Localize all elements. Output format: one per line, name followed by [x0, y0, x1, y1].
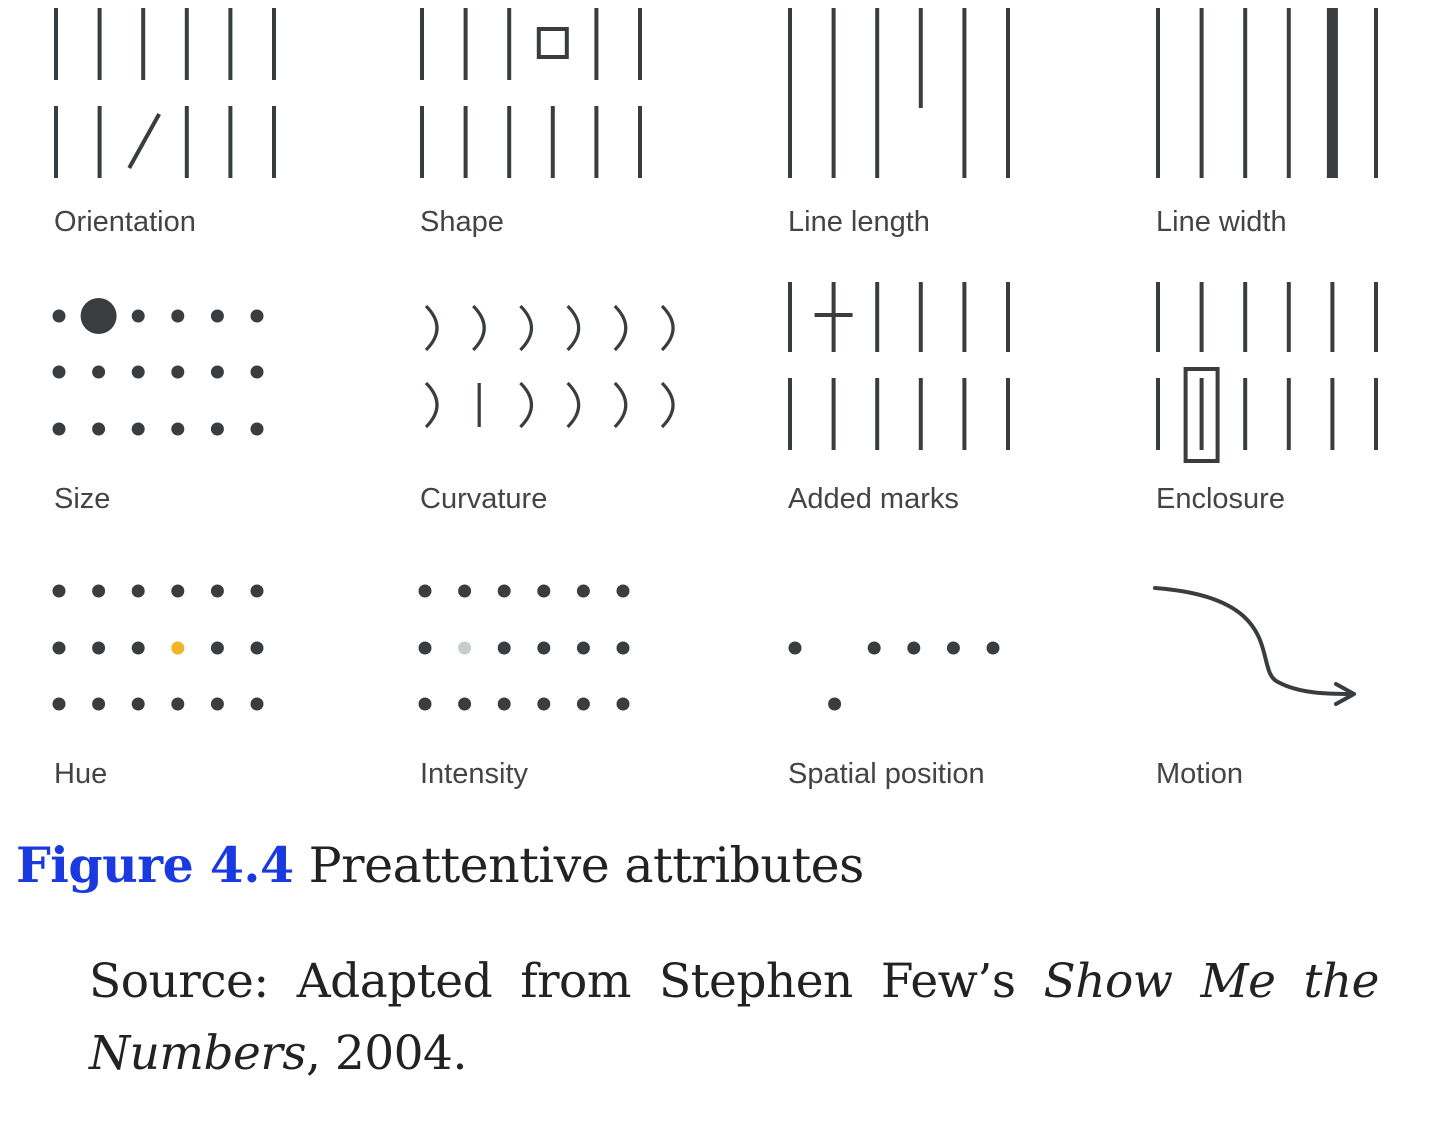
- size-dot: [171, 422, 185, 436]
- spatial-position-offset-dot: [828, 697, 842, 711]
- spatial-position-label: Spatial position: [788, 758, 985, 790]
- size-dot: [250, 309, 264, 323]
- intensity-dot: [497, 697, 511, 711]
- size-dot: [250, 365, 264, 379]
- spatial-position-dot: [986, 641, 1000, 655]
- hue-label: Hue: [54, 758, 107, 790]
- size-dot: [92, 365, 106, 379]
- intensity-dot: [537, 641, 551, 655]
- orientation-tilted-line: [127, 113, 161, 169]
- intensity-dot: [576, 641, 590, 655]
- intensity-highlight-dot: [458, 641, 472, 655]
- hue-dot: [92, 584, 106, 598]
- curvature-arc: [566, 381, 581, 429]
- hue-highlight-dot: [171, 641, 185, 655]
- source-prefix: Source: Adapted from Stephen Few’s: [89, 954, 1044, 1009]
- intensity-dot: [497, 641, 511, 655]
- curvature-arc: [424, 304, 439, 352]
- hue-dot: [210, 641, 224, 655]
- source-suffix: , 2004.: [305, 1026, 467, 1081]
- line-length-label: Line length: [788, 206, 930, 238]
- curvature-arc: [613, 381, 628, 429]
- curvature-arc: [660, 304, 675, 352]
- curvature-arc: [519, 304, 533, 352]
- intensity-dot: [616, 641, 630, 655]
- intensity-dot: [497, 584, 511, 598]
- size-dot: [52, 365, 66, 379]
- hue-dot: [250, 641, 264, 655]
- orientation-label: Orientation: [54, 206, 196, 238]
- size-dot: [250, 422, 264, 436]
- hue-dot: [131, 584, 145, 598]
- hue-dot: [52, 641, 66, 655]
- hue-dot: [210, 697, 224, 711]
- curvature-arc: [519, 381, 533, 429]
- motion-label: Motion: [1156, 758, 1243, 790]
- hue-dot: [171, 584, 185, 598]
- intensity-dot: [418, 584, 432, 598]
- intensity-dot: [418, 641, 432, 655]
- hue-dot: [92, 641, 106, 655]
- hue-dot: [52, 697, 66, 711]
- line-width-label: Line width: [1156, 206, 1287, 238]
- intensity-label: Intensity: [420, 758, 528, 790]
- intensity-dot: [458, 697, 472, 711]
- added-marks-label: Added marks: [788, 483, 959, 515]
- hue-dot: [210, 584, 224, 598]
- hue-dot: [131, 697, 145, 711]
- hue-dot: [250, 584, 264, 598]
- size-dot: [210, 365, 224, 379]
- preattentive-attributes-diagram: Orientation Shape Line length Line width Siz…: [52, 8, 1378, 790]
- hue-dot: [52, 584, 66, 598]
- size-dot: [131, 309, 145, 323]
- intensity-dot: [576, 697, 590, 711]
- hue-dot: [92, 697, 106, 711]
- spatial-position-dot: [788, 641, 802, 655]
- size-dot: [171, 309, 185, 323]
- figure-number: Figure 4.4: [16, 836, 294, 894]
- size-label: Size: [54, 483, 110, 515]
- curvature-arc: [472, 304, 486, 352]
- figure-source: Source: Adapted from Stephen Few’s Show …: [89, 946, 1380, 1090]
- size-dot: [131, 422, 145, 436]
- hue-dot: [131, 641, 145, 655]
- size-dot: [210, 309, 224, 323]
- size-large-dot: [80, 298, 117, 334]
- source-book-title: Show Me the Numbers: [89, 954, 1380, 1081]
- size-dot: [52, 309, 66, 323]
- figure-title: Preattentive attributes: [308, 837, 865, 894]
- size-dot: [171, 365, 185, 379]
- spatial-position-dot: [946, 641, 960, 655]
- size-dot: [131, 365, 145, 379]
- intensity-dot: [458, 584, 472, 598]
- intensity-dot: [537, 697, 551, 711]
- curvature-arc: [424, 381, 439, 429]
- hue-dot: [171, 697, 185, 711]
- enclosure-label: Enclosure: [1156, 483, 1285, 515]
- curvature-arc: [660, 381, 675, 429]
- figure-caption: Figure 4.4 Preattentive attributes: [16, 836, 864, 894]
- intensity-dot: [537, 584, 551, 598]
- hue-dot: [250, 697, 264, 711]
- intensity-dot: [576, 584, 590, 598]
- intensity-dot: [418, 697, 432, 711]
- size-dot: [92, 422, 106, 436]
- intensity-dot: [616, 584, 630, 598]
- spatial-position-dot: [867, 641, 881, 655]
- size-dot: [210, 422, 224, 436]
- shape-label: Shape: [420, 206, 504, 238]
- enclosure-box: [1183, 367, 1220, 463]
- curvature-label: Curvature: [420, 483, 547, 515]
- spatial-position-dot: [907, 641, 921, 655]
- curvature-arc: [613, 304, 628, 352]
- size-dot: [52, 422, 66, 436]
- motion-path: [1153, 586, 1354, 696]
- intensity-dot: [616, 697, 630, 711]
- curvature-arc: [566, 304, 581, 352]
- motion-arrowhead: [1334, 682, 1356, 706]
- shape-square: [536, 27, 569, 59]
